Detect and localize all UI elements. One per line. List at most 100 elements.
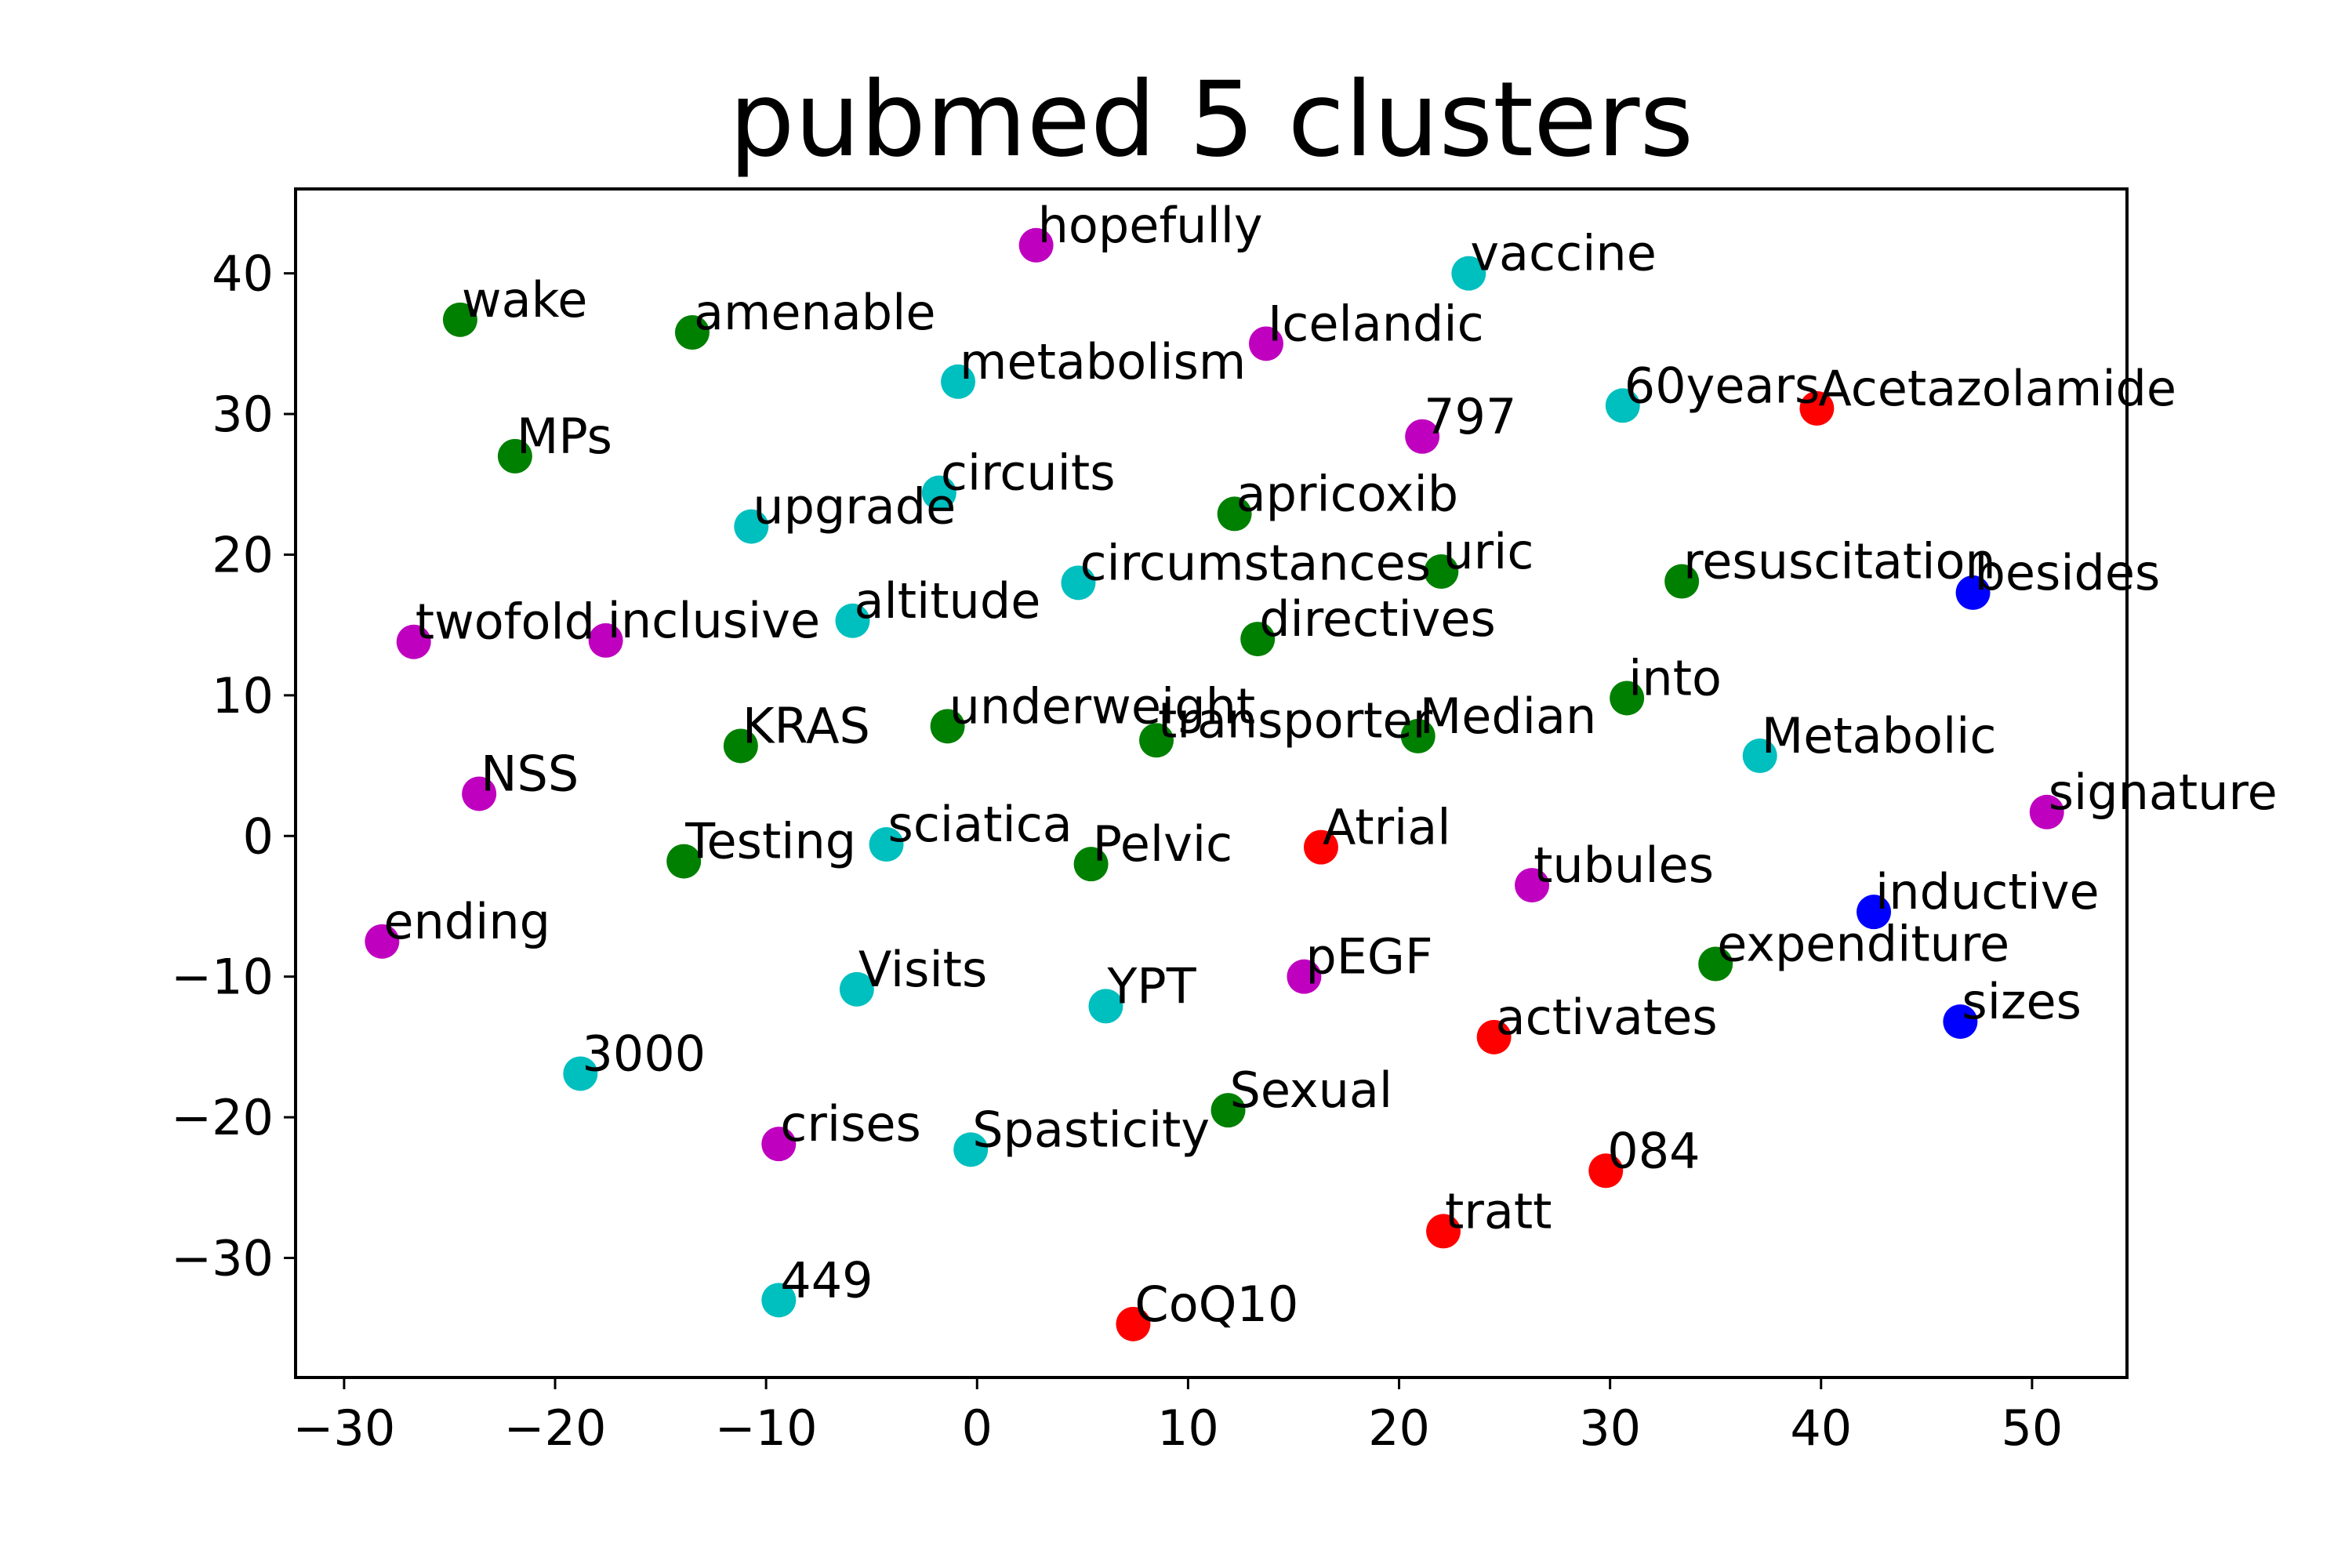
- point-label: amenable: [694, 284, 936, 341]
- point-label: Metabolic: [1762, 707, 1997, 764]
- x-tick-label: 30: [1579, 1399, 1641, 1457]
- scatter-point: [930, 709, 965, 744]
- point-label: Median: [1420, 688, 1597, 745]
- point-label: signature: [2049, 764, 2278, 821]
- x-tick-label: 40: [1790, 1399, 1852, 1457]
- scatter-point: [1943, 1004, 1978, 1040]
- scatter-point: [1240, 622, 1276, 657]
- y-tick-label: 0: [243, 808, 274, 865]
- point-label: upgrade: [753, 478, 956, 535]
- scatter-point: [1698, 946, 1733, 982]
- scatter-point: [1073, 847, 1109, 882]
- point-label: crises: [780, 1095, 921, 1152]
- scatter-point: [761, 1127, 797, 1162]
- scatter-point: [442, 302, 477, 337]
- scatter-point: [1405, 419, 1440, 454]
- scatter-point: [734, 509, 769, 544]
- scatter-point: [1248, 326, 1283, 361]
- point-label: CoQ10: [1134, 1276, 1298, 1333]
- labels-layer: wake amenable hopefully vaccine Icelandic met…: [383, 197, 2277, 1333]
- point-label: directives: [1259, 590, 1496, 648]
- scatter-point: [365, 924, 400, 959]
- x-tick-label: 0: [962, 1399, 993, 1457]
- scatter-point: [1451, 256, 1486, 291]
- point-label: 3000: [582, 1025, 706, 1082]
- scatter-point: [921, 475, 956, 510]
- scatter-point: [1476, 1019, 1512, 1054]
- plot-frame: [294, 187, 2129, 1379]
- point-label: MPs: [517, 408, 612, 465]
- scatter-point: [666, 844, 702, 879]
- point-label: Visits: [858, 941, 987, 998]
- scatter-point: [761, 1283, 797, 1318]
- scatter-point: [1955, 575, 1991, 610]
- x-tick-label: 50: [2001, 1399, 2063, 1457]
- point-label: tratt: [1445, 1182, 1552, 1240]
- point-label: metabolism: [960, 333, 1246, 390]
- point-label: sciatica: [888, 796, 1073, 853]
- point-label: 60years: [1624, 357, 1820, 414]
- point-label: resuscitation: [1683, 533, 1996, 590]
- point-label: wake: [462, 271, 588, 328]
- point-label: circuits: [941, 445, 1116, 502]
- chart-title: pubmed 5 clusters: [729, 60, 1693, 180]
- scatter-point: [869, 827, 904, 862]
- point-label: Acetazolamide: [1818, 360, 2176, 417]
- point-label: uric: [1443, 523, 1534, 580]
- y-tick-label: 10: [212, 667, 274, 724]
- x-tick-label: −30: [292, 1399, 395, 1457]
- scatter-point: [1799, 390, 1835, 426]
- scatter-point: [497, 438, 532, 474]
- point-label: activates: [1496, 989, 1718, 1046]
- point-label: inductive: [1875, 863, 2100, 920]
- scatter-point: [1515, 868, 1550, 903]
- scatter-point: [462, 776, 497, 811]
- scatter-point: [1588, 1153, 1624, 1189]
- scatter-point: [953, 1132, 989, 1167]
- point-label: vaccine: [1470, 225, 1657, 282]
- point-label: inclusive: [608, 592, 821, 649]
- y-tick-label: 30: [212, 386, 274, 443]
- point-label: sizes: [1962, 973, 2082, 1030]
- y-tick-label: −10: [171, 949, 274, 1006]
- scatter-point: [1424, 554, 1459, 589]
- point-label: Spasticity: [972, 1101, 1210, 1158]
- y-tick-label: −30: [171, 1230, 274, 1287]
- y-tick-label: 40: [212, 245, 274, 303]
- point-label: Atrial: [1323, 799, 1451, 856]
- scatter-point: [835, 603, 870, 638]
- scatter-point: [1018, 227, 1054, 263]
- scatter-point: [2029, 794, 2064, 829]
- scatter-point: [941, 364, 976, 399]
- scatter-point: [839, 971, 874, 1007]
- scatter-point: [1210, 1093, 1246, 1128]
- scatter-point: [1116, 1306, 1151, 1341]
- point-label: apricoxib: [1236, 465, 1458, 522]
- scatter-point: [1217, 496, 1252, 532]
- x-tick-label: −10: [715, 1399, 818, 1457]
- point-label: into: [1628, 649, 1722, 706]
- x-tick-label: −20: [504, 1399, 607, 1457]
- points-layer: [365, 227, 2064, 1341]
- point-label: ending: [383, 893, 550, 950]
- scatter-point: [563, 1056, 598, 1091]
- scatter-point: [1088, 989, 1123, 1024]
- point-label: NSS: [481, 745, 579, 802]
- scatter-point: [1400, 718, 1436, 753]
- point-label: expenditure: [1717, 916, 2009, 973]
- scatter-point: [1426, 1214, 1461, 1249]
- scatter-point: [1742, 739, 1777, 774]
- point-label: YPT: [1106, 957, 1196, 1014]
- x-tick-label: 10: [1157, 1399, 1219, 1457]
- point-label: Testing: [684, 813, 856, 870]
- point-label: Sexual: [1230, 1062, 1393, 1119]
- scatter-point: [1605, 388, 1640, 423]
- point-label: altitude: [854, 572, 1040, 630]
- point-label: circumstances: [1080, 534, 1431, 591]
- scatter-point: [1287, 959, 1322, 994]
- scatter-point: [1139, 723, 1174, 758]
- point-label: transporter: [1158, 691, 1433, 749]
- x-axis: −30 −20 −10 0 10 20 30 40 50: [292, 1377, 2063, 1457]
